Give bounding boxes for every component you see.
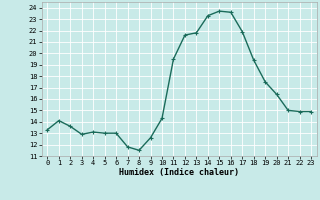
X-axis label: Humidex (Indice chaleur): Humidex (Indice chaleur)	[119, 168, 239, 177]
